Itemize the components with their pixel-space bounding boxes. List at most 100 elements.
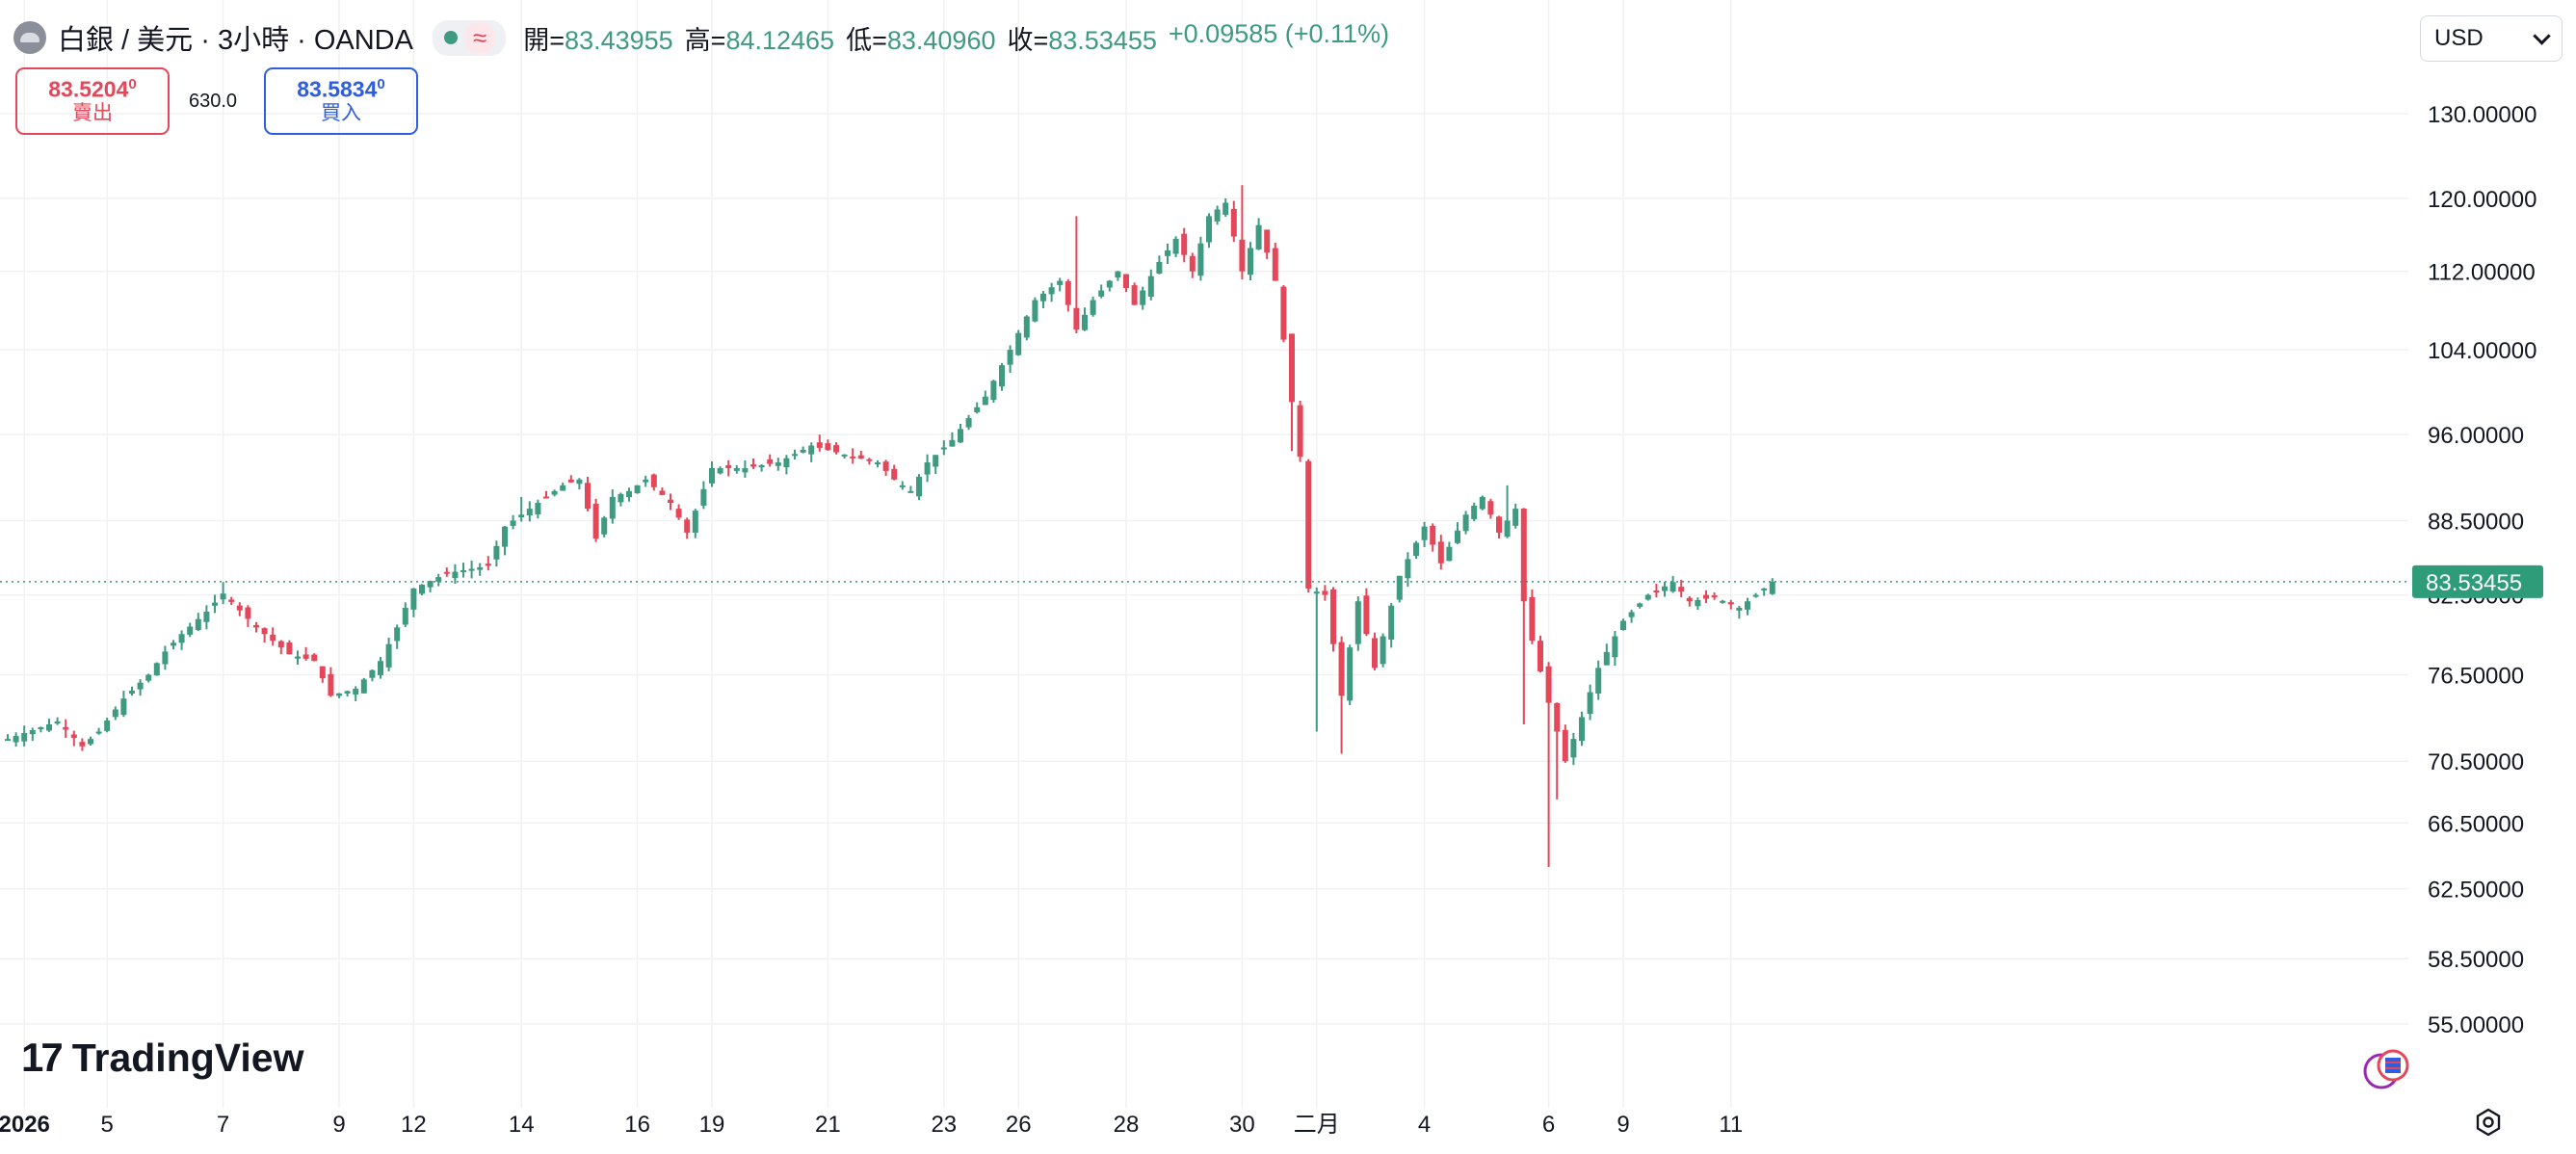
candle: [1007, 345, 1013, 374]
candle: [841, 454, 848, 459]
time-tick-label: 16: [624, 1112, 650, 1138]
candle: [940, 440, 947, 456]
settings-icon[interactable]: [2474, 1108, 2503, 1137]
candle-body: [618, 493, 624, 503]
currency-select[interactable]: USD: [2420, 15, 2563, 62]
candle: [567, 475, 574, 484]
candle: [477, 563, 484, 576]
candle-body: [21, 733, 28, 742]
candle-body: [1703, 594, 1709, 599]
buy-button[interactable]: 83.58340 買入: [264, 67, 418, 135]
candle: [220, 582, 226, 605]
candle-body: [1065, 281, 1071, 305]
candle-body: [1147, 275, 1154, 297]
candle: [833, 442, 839, 455]
candle: [468, 561, 475, 579]
candle-body: [933, 455, 939, 467]
candle-body: [378, 661, 383, 675]
candle: [493, 540, 500, 567]
candle-body: [1363, 595, 1370, 635]
candle: [178, 630, 185, 650]
candle: [1115, 271, 1121, 281]
candle-body: [825, 443, 831, 451]
candle-body: [1040, 293, 1046, 302]
candle-body: [1455, 530, 1460, 543]
candle-body: [1504, 520, 1511, 538]
candle: [295, 650, 301, 665]
candle: [1082, 307, 1088, 331]
candle: [171, 640, 176, 650]
candle-body: [46, 723, 52, 731]
candle: [958, 423, 963, 443]
us-events-flag-icon[interactable]: [2358, 1048, 2412, 1090]
candle-body: [1396, 575, 1403, 600]
candle: [1678, 580, 1685, 598]
candle-body: [1380, 636, 1386, 665]
candle: [129, 686, 135, 696]
candle: [353, 686, 359, 701]
candle: [328, 667, 334, 697]
price-axis[interactable]: 130.00000 120.00000 112.00000 104.00000 96.0…: [2412, 102, 2543, 1038]
market-status-pill[interactable]: ≈: [432, 19, 507, 56]
chevron-down-icon: [2533, 26, 2551, 45]
candle-body: [493, 545, 500, 560]
candle-body: [178, 634, 185, 643]
candle-body: [1354, 601, 1361, 644]
candle-body: [1131, 285, 1138, 305]
candle: [1727, 599, 1734, 610]
candle: [684, 517, 691, 539]
candle: [1529, 589, 1536, 644]
candle: [825, 439, 831, 451]
candle: [112, 706, 118, 721]
candle: [261, 627, 268, 643]
symbol-title[interactable]: 白銀 / 美元 · 3小時 · OANDA: [58, 25, 413, 56]
candle: [1363, 588, 1370, 637]
silver-symbol-icon[interactable]: [13, 21, 46, 54]
candle-body: [601, 517, 608, 535]
candle-body: [38, 726, 44, 729]
open-label: 開=: [523, 25, 565, 55]
candle: [792, 449, 798, 460]
price-tick-label: 96.00000: [2428, 423, 2524, 449]
time-tick-label: 2026: [0, 1112, 50, 1138]
candle-body: [1165, 249, 1170, 256]
candle-body: [1637, 603, 1643, 607]
candle: [899, 481, 906, 490]
candle: [857, 450, 864, 459]
candle: [443, 567, 450, 577]
candle-body: [1338, 642, 1345, 696]
time-tick-label: 26: [1006, 1112, 1032, 1138]
candle: [1123, 274, 1129, 292]
candle: [1165, 243, 1170, 265]
candle-body: [692, 511, 698, 534]
candle: [576, 478, 583, 490]
candle-body: [1595, 668, 1602, 695]
candle-body: [1761, 588, 1768, 590]
time-tick-label: 9: [1617, 1112, 1629, 1138]
candle: [137, 679, 144, 696]
tradingview-logo[interactable]: 17 TradingView: [21, 1035, 303, 1081]
candle: [1686, 595, 1693, 607]
candle: [709, 460, 715, 487]
candle-body: [1214, 209, 1221, 222]
candle: [286, 640, 293, 655]
candle-body: [767, 459, 774, 464]
candle-body: [29, 729, 36, 735]
candle: [270, 627, 276, 646]
spread-value: 630.0: [188, 90, 238, 112]
time-axis[interactable]: 2026 5 7 9 12 14 16 19 21 23 26 28 30 二月 4 6 9 11: [0, 1112, 1743, 1138]
sell-label: 賣出: [72, 102, 113, 125]
candle-body: [1206, 216, 1212, 243]
candle: [924, 454, 931, 483]
candle: [104, 718, 111, 733]
candle-body: [1264, 229, 1271, 253]
candle: [1662, 582, 1668, 597]
price-tick-label: 70.50000: [2428, 749, 2524, 775]
candle-body: [535, 502, 541, 515]
sell-button[interactable]: 83.52040 賣出: [15, 67, 170, 135]
candle-body: [468, 568, 475, 571]
candle: [1695, 597, 1701, 611]
candle-body: [63, 726, 69, 730]
candle: [236, 602, 243, 616]
